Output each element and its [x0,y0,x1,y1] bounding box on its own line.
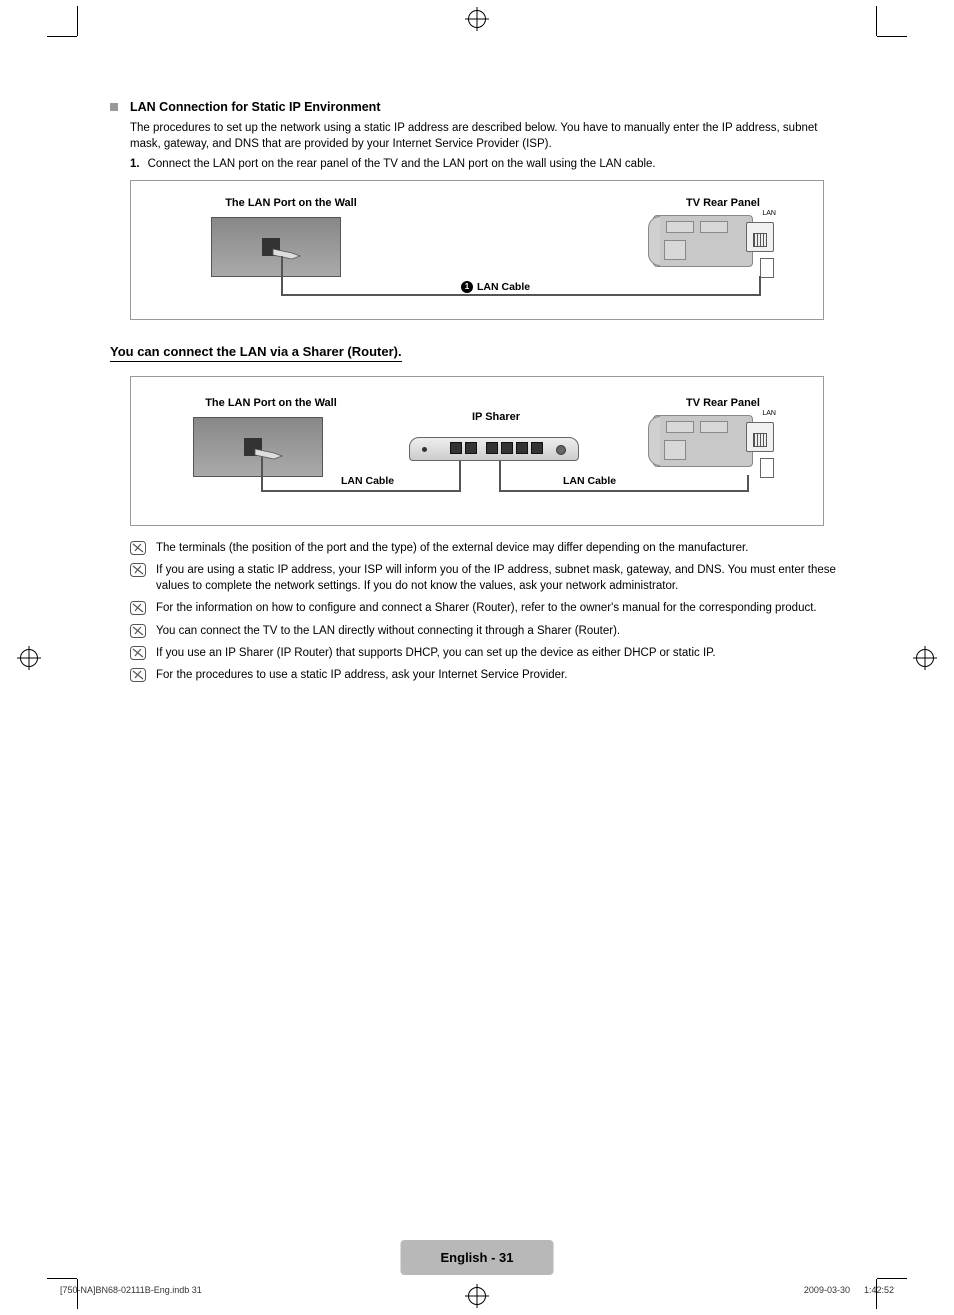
crop-mark [77,6,78,36]
lan-port-icon-2 [746,422,774,452]
crop-mark [47,1278,77,1279]
subsection-title: You can connect the LAN via a Sharer (Ro… [110,344,402,362]
circle-1-icon: 1 [461,281,473,293]
router-illustration [409,437,579,461]
note-item: The terminals (the position of the port … [130,540,844,556]
crop-mark [877,1278,907,1279]
note-icon [130,601,146,615]
note-text: The terminals (the position of the port … [156,540,748,556]
cable-label: 1LAN Cable [461,281,530,293]
wall-port-label-2: The LAN Port on the Wall [191,397,351,409]
tv-panel-label: TV Rear Panel [663,197,783,209]
note-text: If you use an IP Sharer (IP Router) that… [156,645,716,661]
step-number: 1. [130,158,140,170]
print-file: [750-NA]BN68-02111B-Eng.indb 31 [60,1285,202,1295]
note-icon [130,541,146,555]
note-icon [130,563,146,577]
note-icon [130,668,146,682]
note-text: If you are using a static IP address, yo… [156,562,844,594]
note-item: If you use an IP Sharer (IP Router) that… [130,645,844,661]
tv-panel-illustration-2: LAN [653,415,763,467]
tv-panel-label-2: TV Rear Panel [663,397,783,409]
step-1: 1. Connect the LAN port on the rear pane… [130,158,844,170]
diagram-router-connection: The LAN Port on the Wall IP Sharer [130,376,824,526]
note-text: For the procedures to use a static IP ad… [156,667,567,683]
cable-label-left: LAN Cable [341,475,394,487]
note-icon [130,624,146,638]
page-content: LAN Connection for Static IP Environment… [110,100,844,1255]
print-timestamp: 2009-03-30 1:42:52 [804,1285,894,1295]
tv-panel-illustration: LAN [653,215,763,267]
note-item: If you are using a static IP address, yo… [130,562,844,594]
section-header: LAN Connection for Static IP Environment [110,100,844,114]
lan-port-label: LAN [762,210,776,217]
lan-connector-icon-2 [760,458,774,478]
crop-mark [877,36,907,37]
step-text: Connect the LAN port on the rear panel o… [148,158,656,170]
wall-port-illustration-2 [193,417,313,477]
lan-connector-icon [760,258,774,278]
registration-mark [468,10,486,28]
note-text: For the information on how to configure … [156,600,817,616]
cable-label-right: LAN Cable [563,475,616,487]
crop-mark [47,36,77,37]
router-label: IP Sharer [411,411,581,423]
note-text: You can connect the TV to the LAN direct… [156,623,620,639]
wall-port-illustration [211,217,331,277]
lan-port-icon [746,222,774,252]
registration-mark [916,649,934,667]
section-description: The procedures to set up the network usi… [130,120,844,152]
registration-mark [20,649,38,667]
print-footer: [750-NA]BN68-02111B-Eng.indb 31 2009-03-… [60,1285,894,1295]
page-footer: English - 31 [401,1240,554,1275]
notes-list: The terminals (the position of the port … [130,540,844,683]
square-bullet-icon [110,103,118,111]
crop-mark [876,6,877,36]
note-icon [130,646,146,660]
note-item: For the information on how to configure … [130,600,844,616]
note-item: You can connect the TV to the LAN direct… [130,623,844,639]
note-item: For the procedures to use a static IP ad… [130,667,844,683]
lan-port-label-2: LAN [762,410,776,417]
diagram-direct-connection: The LAN Port on the Wall TV Rear Panel L… [130,180,824,320]
wall-port-label: The LAN Port on the Wall [211,197,371,209]
section-title: LAN Connection for Static IP Environment [130,100,380,114]
